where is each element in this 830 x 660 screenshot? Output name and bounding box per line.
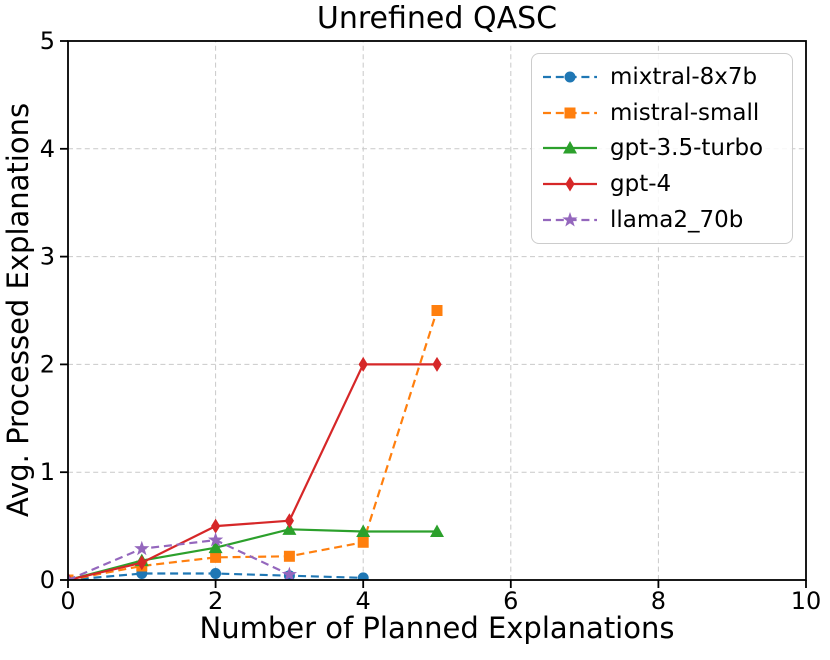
legend-item-llama2_70b: llama2_70b bbox=[542, 202, 782, 238]
y-tick-label: 2 bbox=[40, 350, 55, 378]
legend-swatch bbox=[543, 212, 597, 227]
legend-swatch bbox=[543, 141, 597, 154]
series-marker bbox=[68, 572, 76, 580]
series-line bbox=[68, 528, 437, 580]
series-group bbox=[68, 305, 444, 580]
series-marker bbox=[283, 550, 295, 562]
y-tick-label: 5 bbox=[40, 27, 55, 55]
y-tick-label: 1 bbox=[40, 458, 55, 486]
series-marker bbox=[281, 566, 298, 580]
legend-swatch bbox=[543, 71, 597, 83]
series-mistral-small bbox=[68, 305, 443, 580]
series-marker bbox=[432, 356, 442, 372]
legend-swatch bbox=[543, 107, 597, 119]
x-tick-label: 8 bbox=[651, 587, 666, 615]
chart-title: Unrefined QASC bbox=[316, 1, 558, 36]
series-marker bbox=[211, 518, 221, 534]
series-marker bbox=[358, 356, 368, 372]
legend-label: llama2_70b bbox=[610, 207, 744, 234]
series-gpt-3.5-turbo bbox=[68, 522, 444, 580]
legend-marker-sample bbox=[562, 212, 578, 227]
series-marker bbox=[134, 540, 150, 556]
y-tick-label: 3 bbox=[40, 243, 55, 271]
x-axis-label: Number of Planned Explanations bbox=[199, 611, 675, 645]
legend-item-mistral-small: mistral-small bbox=[542, 95, 782, 131]
x-tick-label: 6 bbox=[503, 587, 518, 615]
plot-border bbox=[67, 40, 807, 581]
series-marker bbox=[357, 536, 369, 548]
x-tick-label: 0 bbox=[60, 587, 75, 615]
legend-label: gpt-4 bbox=[610, 171, 672, 198]
series-marker bbox=[210, 551, 222, 563]
series-marker bbox=[357, 572, 369, 580]
x-tick-label: 4 bbox=[356, 587, 371, 615]
series-marker bbox=[356, 524, 371, 537]
series-gpt-4 bbox=[68, 356, 442, 580]
legend-item-mixtral-8x7b: mixtral-8x7b bbox=[542, 59, 782, 95]
legend-marker-sample bbox=[564, 71, 576, 83]
series-marker bbox=[282, 522, 297, 535]
series-marker bbox=[431, 305, 443, 316]
legend-swatch bbox=[543, 176, 597, 192]
y-tick-label: 4 bbox=[40, 135, 55, 163]
series-marker bbox=[210, 568, 222, 580]
legend-marker-sample bbox=[565, 176, 575, 192]
series-line bbox=[68, 363, 437, 580]
legend-item-gpt-3.5-turbo: gpt-3.5-turbo bbox=[542, 131, 782, 167]
legend-label: gpt-3.5-turbo bbox=[610, 135, 764, 162]
legend-item-gpt-4: gpt-4 bbox=[542, 166, 782, 202]
series-marker bbox=[207, 532, 224, 547]
legend-marker-sample bbox=[564, 107, 576, 119]
series-marker bbox=[208, 540, 223, 554]
legend-marker-sample bbox=[563, 141, 577, 154]
legend: mixtral-8x7b mistral-small gpt-3.5-turbo gp… bbox=[531, 53, 793, 244]
series-marker bbox=[430, 524, 444, 537]
series-marker bbox=[137, 555, 147, 571]
series-llama2_70b bbox=[68, 532, 298, 580]
legend-label: mixtral-8x7b bbox=[610, 63, 758, 90]
x-tick-label: 2 bbox=[208, 587, 223, 615]
series-marker bbox=[284, 513, 294, 529]
legend-label: mistral-small bbox=[610, 99, 760, 126]
series-line bbox=[68, 538, 290, 580]
y-tick-label: 0 bbox=[40, 566, 55, 594]
x-tick-label: 10 bbox=[791, 587, 822, 615]
